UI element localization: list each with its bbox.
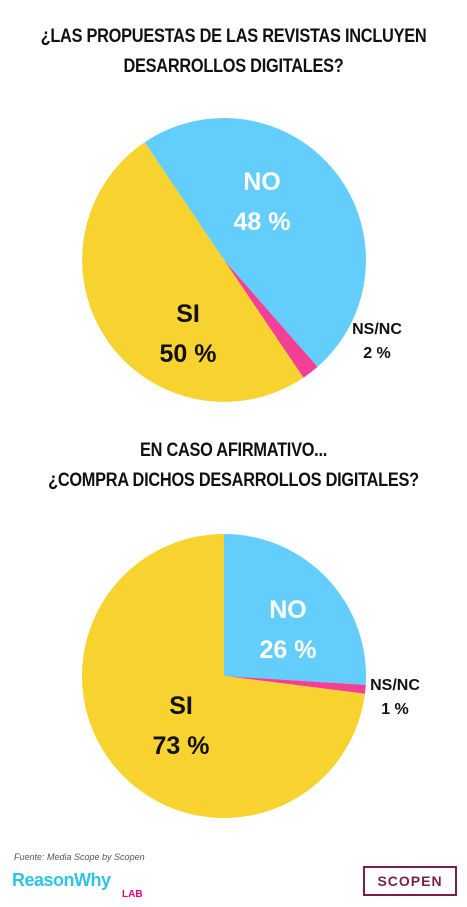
chart-2-title: EN CASO AFIRMATIVO... ¿COMPRA DICHOS DES… [33,436,435,496]
chart-2-value-nsnc: 1 % [381,701,409,718]
chart-1-value-no: 48 % [234,208,291,236]
chart-1-label-no: NO [243,168,281,196]
chart-1-title-line-1: ¿LAS PROPUESTAS DE LAS REVISTAS INCLUYEN [40,26,427,47]
chart-1-title: ¿LAS PROPUESTAS DE LAS REVISTAS INCLUYEN… [33,22,435,82]
source-note: Fuente: Media Scope by Scopen [14,852,145,862]
chart-2-slice-si [82,534,365,818]
chart-2-slice-nsnc [224,676,366,694]
chart-2-slice-no [224,534,367,685]
chart-1-label-nsnc: NS/NC [352,321,402,338]
chart-2-label-nsnc: NS/NC [370,677,420,694]
scopen-logo: SCOPEN [363,866,457,896]
chart-1-slice-si [82,142,304,402]
chart-1-label-si: SI [176,300,200,328]
chart-1-value-si: 50 % [160,340,217,368]
chart-2-title-line-2: ¿COMPRA DICHOS DESARROLLOS DIGITALES? [48,470,419,491]
chart-1-value-nsnc: 2 % [363,345,391,362]
reasonwhy-logo: ReasonWhy [12,870,111,890]
chart-2-label-no: NO [269,596,307,624]
chart-1-slice-nsnc [224,260,318,378]
reasonwhy-lab-logo: LAB [122,889,143,900]
chart-2-title-line-1: EN CASO AFIRMATIVO... [139,440,328,461]
chart-1-title-line-2: DESARROLLOS DIGITALES? [123,56,344,77]
chart-1-slice-no [144,118,366,367]
chart-2-value-no: 26 % [260,636,317,664]
chart-2-label-si: SI [169,692,193,720]
chart-2-value-si: 73 % [153,732,210,760]
